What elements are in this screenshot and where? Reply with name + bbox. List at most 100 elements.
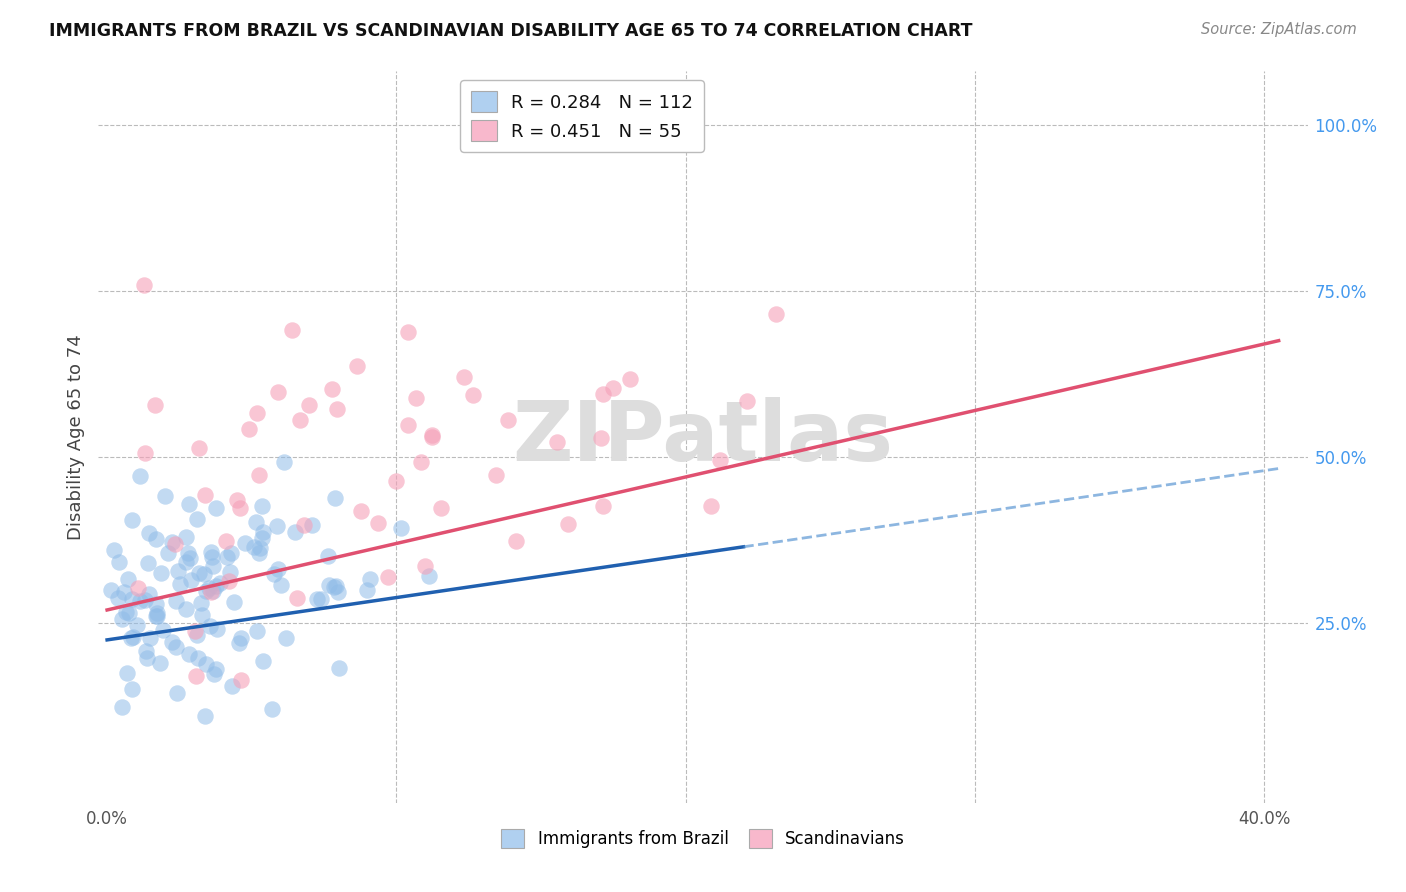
Point	[463, 388, 485, 402]
Point	[276, 631, 298, 645]
Point	[198, 619, 221, 633]
Point	[273, 455, 295, 469]
Point	[165, 594, 187, 608]
Point	[143, 399, 166, 413]
Point	[233, 535, 256, 549]
Point	[218, 574, 240, 588]
Point	[117, 607, 139, 621]
Point	[135, 650, 157, 665]
Point	[201, 584, 224, 599]
Point	[194, 487, 217, 501]
Point	[114, 605, 136, 619]
Point	[246, 624, 269, 638]
Point	[138, 525, 160, 540]
Point	[132, 278, 155, 293]
Point	[174, 555, 197, 569]
Point	[281, 322, 304, 336]
Point	[187, 651, 209, 665]
Point	[100, 582, 122, 597]
Point	[557, 517, 579, 532]
Point	[619, 372, 641, 386]
Point	[266, 518, 288, 533]
Point	[592, 387, 614, 401]
Point	[350, 504, 373, 518]
Point	[229, 673, 252, 687]
Point	[305, 591, 328, 606]
Point	[205, 578, 228, 592]
Point	[209, 575, 232, 590]
Point	[765, 307, 787, 321]
Point	[496, 413, 519, 427]
Point	[367, 516, 389, 531]
Point	[190, 596, 212, 610]
Point	[453, 369, 475, 384]
Point	[120, 631, 142, 645]
Point	[430, 501, 453, 516]
Point	[177, 647, 200, 661]
Point	[700, 499, 723, 513]
Point	[166, 686, 188, 700]
Point	[115, 665, 138, 680]
Point	[228, 501, 250, 516]
Point	[134, 446, 156, 460]
Point	[200, 584, 222, 599]
Point	[396, 418, 419, 433]
Point	[238, 422, 260, 436]
Point	[221, 546, 243, 560]
Point	[191, 608, 214, 623]
Point	[325, 579, 347, 593]
Point	[346, 359, 368, 374]
Point	[201, 558, 224, 573]
Point	[183, 624, 205, 639]
Point	[188, 566, 211, 580]
Point	[125, 618, 148, 632]
Point	[145, 609, 167, 624]
Point	[160, 535, 183, 549]
Point	[413, 558, 436, 573]
Point	[176, 530, 198, 544]
Legend: Immigrants from Brazil, Scandinavians: Immigrants from Brazil, Scandinavians	[492, 821, 914, 856]
Point	[117, 572, 139, 586]
Point	[169, 576, 191, 591]
Point	[201, 550, 224, 565]
Point	[156, 546, 179, 560]
Point	[139, 632, 162, 646]
Point	[326, 584, 349, 599]
Point	[194, 657, 217, 672]
Point	[215, 533, 238, 548]
Point	[149, 657, 172, 671]
Point	[218, 566, 240, 580]
Point	[180, 573, 202, 587]
Point	[301, 517, 323, 532]
Point	[221, 679, 243, 693]
Point	[709, 452, 731, 467]
Point	[163, 536, 186, 550]
Point	[252, 654, 274, 668]
Point	[246, 405, 269, 419]
Point	[121, 682, 143, 697]
Point	[252, 525, 274, 540]
Point	[184, 668, 207, 682]
Point	[359, 572, 381, 586]
Point	[298, 398, 321, 412]
Point	[111, 612, 134, 626]
Point	[263, 566, 285, 581]
Point	[205, 662, 228, 676]
Point	[411, 455, 433, 469]
Point	[146, 606, 169, 620]
Point	[136, 556, 159, 570]
Point	[167, 564, 190, 578]
Point	[179, 497, 201, 511]
Point	[179, 550, 201, 565]
Point	[152, 623, 174, 637]
Point	[186, 512, 208, 526]
Point	[145, 597, 167, 611]
Point	[134, 592, 156, 607]
Point	[323, 491, 346, 506]
Point	[267, 384, 290, 399]
Point	[111, 700, 134, 714]
Point	[591, 431, 613, 445]
Point	[247, 546, 270, 560]
Point	[292, 517, 315, 532]
Point	[420, 428, 443, 442]
